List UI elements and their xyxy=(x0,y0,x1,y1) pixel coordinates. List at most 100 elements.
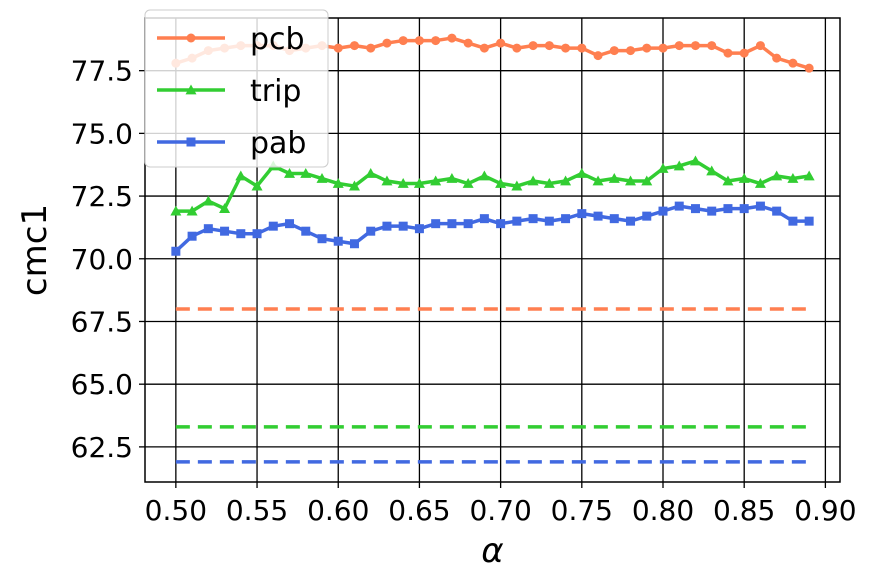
series-line-trip xyxy=(175,159,810,213)
data-point-trip xyxy=(673,160,685,171)
data-point-pab xyxy=(414,224,424,234)
legend-label-pcb: pcb xyxy=(250,22,305,57)
data-point-pab xyxy=(431,219,441,229)
data-point-pcb xyxy=(528,41,538,51)
data-point-pab xyxy=(187,231,197,241)
x-tick-label: 0.50 xyxy=(145,494,207,527)
data-point-trip xyxy=(592,175,604,186)
data-point-trip xyxy=(722,175,734,186)
x-axis-label: α xyxy=(481,531,503,571)
x-tick-label: 0.80 xyxy=(632,494,694,527)
data-point-pab xyxy=(544,216,554,226)
data-point-trip xyxy=(430,175,442,186)
data-point-pcb xyxy=(349,41,359,51)
x-tick-label: 0.65 xyxy=(388,494,450,527)
data-point-pab xyxy=(528,214,538,224)
data-point-trip xyxy=(738,173,750,183)
data-point-pcb xyxy=(512,43,522,53)
data-point-trip xyxy=(235,170,247,181)
legend: pcb trip pab xyxy=(144,9,329,168)
data-point-pab xyxy=(561,214,571,224)
data-point-trip xyxy=(706,165,718,176)
legend-label-trip: trip xyxy=(250,74,301,109)
data-point-pab xyxy=(220,226,230,236)
data-point-trip xyxy=(316,173,328,183)
data-point-trip xyxy=(381,175,393,186)
data-point-trip xyxy=(560,175,572,186)
data-point-pab xyxy=(463,219,473,229)
data-point-pab xyxy=(626,216,636,226)
data-point-pab xyxy=(398,221,408,231)
series-pab xyxy=(171,201,814,256)
x-tick-label: 0.60 xyxy=(307,494,369,527)
legend-item-pab: pab xyxy=(157,126,306,161)
data-point-pcb xyxy=(707,41,717,51)
data-point-pab xyxy=(593,211,603,221)
plot-frame xyxy=(144,17,841,483)
data-point-trip xyxy=(576,168,588,178)
data-point-pab xyxy=(252,229,262,239)
legend-marker-pcb xyxy=(186,33,196,43)
data-point-pcb xyxy=(674,41,684,51)
data-point-trip xyxy=(754,178,766,188)
x-tick-label: 0.55 xyxy=(226,494,288,527)
data-point-pab xyxy=(707,206,717,216)
data-point-trip xyxy=(511,180,523,191)
legend-item-pcb: pcb xyxy=(157,22,305,57)
data-point-pab xyxy=(512,216,522,226)
data-point-trip xyxy=(478,170,490,181)
data-point-pab xyxy=(674,201,684,211)
data-point-trip xyxy=(332,178,344,188)
data-point-pab xyxy=(642,211,652,221)
data-point-pab xyxy=(268,221,278,231)
data-point-trip xyxy=(495,178,507,188)
data-point-pcb xyxy=(544,41,554,51)
baselines xyxy=(175,307,810,464)
grid xyxy=(145,18,840,482)
y-tick-label: 65.0 xyxy=(71,368,133,401)
y-tick-label: 72.5 xyxy=(71,180,133,213)
data-point-trip xyxy=(771,170,783,181)
data-point-trip xyxy=(251,180,263,191)
data-point-pcb xyxy=(609,46,619,56)
legend-marker-trip xyxy=(185,84,197,95)
data-point-pab xyxy=(301,226,311,236)
data-point-pcb xyxy=(690,41,700,51)
data-point-trip xyxy=(413,178,425,188)
data-point-pab xyxy=(690,204,700,214)
legend-marker-pab xyxy=(186,137,196,147)
y-axis-label: cmc1 xyxy=(15,204,55,296)
data-point-pcb xyxy=(577,43,587,53)
data-point-trip xyxy=(170,205,182,216)
data-point-trip xyxy=(186,205,198,216)
data-point-pab xyxy=(285,219,295,229)
data-point-pcb xyxy=(772,53,782,63)
data-point-pcb xyxy=(479,43,489,53)
data-point-pcb xyxy=(723,48,733,58)
data-point-trip xyxy=(527,175,539,186)
y-tick-label: 67.5 xyxy=(71,305,133,338)
data-point-trip xyxy=(689,155,701,166)
data-point-pab xyxy=(658,206,668,216)
data-point-pcb xyxy=(496,38,506,48)
data-point-trip xyxy=(641,175,653,186)
data-point-pab xyxy=(577,209,587,219)
data-point-trip xyxy=(397,178,409,188)
data-point-pcb xyxy=(561,43,571,53)
data-point-pab xyxy=(366,226,376,236)
data-point-trip xyxy=(657,162,669,173)
legend-box xyxy=(144,9,329,168)
data-point-pab xyxy=(447,219,457,229)
data-point-pcb xyxy=(804,63,814,73)
data-point-pcb xyxy=(626,46,636,56)
axis-ticks: 0.50 0.55 0.60 0.65 0.70 0.75 0.80 0.85 0.90 62.5… xyxy=(71,55,857,527)
data-point-trip xyxy=(348,180,360,191)
data-point-pab xyxy=(317,234,327,244)
data-point-pab xyxy=(496,219,506,229)
data-point-trip xyxy=(803,170,815,181)
data-point-pab xyxy=(723,204,733,214)
x-tick-label: 0.75 xyxy=(551,494,613,527)
data-point-pab xyxy=(171,246,181,256)
data-point-pab xyxy=(382,221,392,231)
